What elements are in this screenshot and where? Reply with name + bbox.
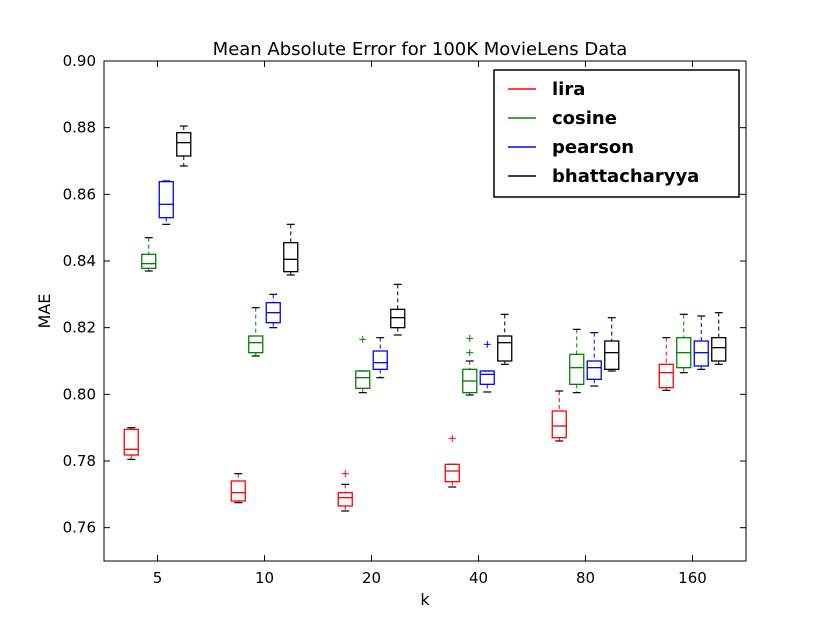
flier-marker <box>341 470 349 478</box>
box-cosine-40 <box>462 334 478 396</box>
y-tick-label: 0.82 <box>63 319 96 337</box>
box-pearson-160 <box>693 315 709 370</box>
box-body <box>355 370 371 389</box>
y-tick-label: 0.90 <box>63 52 96 70</box>
plot-area: 0.76 0.78 0.80 0.82 0.84 0.86 0.88 0.90 5 10 20 40 8… <box>63 52 747 587</box>
box-bhattacharyya-10 <box>283 223 299 276</box>
box-cosine-160 <box>676 313 692 374</box>
box-body <box>283 242 299 273</box>
box-lira-160 <box>658 337 674 391</box>
y-tick-label: 0.80 <box>63 385 96 403</box>
flier-marker <box>359 335 367 343</box>
plot-frame <box>103 60 747 562</box>
box-body <box>158 181 174 219</box>
x-tick-label: 160 <box>678 569 707 587</box>
box-body <box>497 335 513 362</box>
box-cosine-80 <box>569 328 585 394</box>
box-body <box>569 353 585 385</box>
box-bhattacharyya-160 <box>711 312 727 365</box>
box-body <box>658 363 674 389</box>
box-bhattacharyya-80 <box>604 317 620 372</box>
box-body <box>604 340 620 370</box>
box-body <box>141 253 157 269</box>
box-lira-5 <box>123 427 139 460</box>
y-axis-label: MAE <box>35 294 54 329</box>
box-bhattacharyya-40 <box>497 313 513 365</box>
box-body <box>711 337 727 362</box>
legend-label-pearson: pearson <box>552 137 634 158</box>
x-tick-label: 20 <box>362 569 381 587</box>
box-body <box>176 132 192 157</box>
box-bhattacharyya-20 <box>390 283 406 336</box>
box-pearson-20 <box>372 337 388 379</box>
box-body <box>586 360 602 380</box>
box-bhattacharyya-5 <box>176 125 192 167</box>
box-lira-10 <box>230 473 246 504</box>
box-body <box>479 370 495 385</box>
box-body <box>248 335 264 354</box>
box-pearson-5 <box>158 180 174 225</box>
x-tick-label: 80 <box>576 569 595 587</box>
box-cosine-10 <box>248 307 264 357</box>
chart-title: Mean Absolute Error for 100K MovieLens D… <box>213 39 628 60</box>
box-body <box>551 410 567 439</box>
box-pearson-10 <box>265 293 281 329</box>
box-body <box>337 492 353 507</box>
flier-marker <box>466 334 474 342</box>
legend-label-bhattacharyya: bhattacharyya <box>552 166 699 187</box>
x-tick-label: 40 <box>469 569 488 587</box>
y-tick-label: 0.76 <box>63 519 96 537</box>
box-pearson-40 <box>479 340 495 393</box>
box-lira-80 <box>551 390 567 442</box>
legend: lira cosine pearson bhattacharyya <box>493 69 740 198</box>
box-lira-20 <box>337 470 353 512</box>
box-body <box>390 308 406 329</box>
y-tick-label: 0.86 <box>63 185 96 203</box>
flier-marker <box>483 340 491 348</box>
box-cosine-20 <box>355 335 371 394</box>
y-tick-label: 0.84 <box>63 252 96 270</box>
x-axis-label: k <box>420 590 430 609</box>
box-body <box>372 350 388 370</box>
x-tick-label: 5 <box>153 569 163 587</box>
legend-label-cosine: cosine <box>552 108 617 129</box>
box-body <box>230 480 246 502</box>
box-body <box>444 463 460 483</box>
y-tick-label: 0.78 <box>63 452 96 470</box>
flier-marker <box>448 434 456 442</box>
box-body <box>123 428 139 456</box>
x-tick-label: 10 <box>255 569 274 587</box>
box-body <box>693 340 709 367</box>
box-cosine-5 <box>141 237 157 272</box>
legend-label-lira: lira <box>552 79 585 100</box>
box-lira-40 <box>444 434 460 488</box>
box-pearson-80 <box>586 332 602 387</box>
flier-marker <box>466 349 474 357</box>
y-tick-label: 0.88 <box>63 119 96 137</box>
